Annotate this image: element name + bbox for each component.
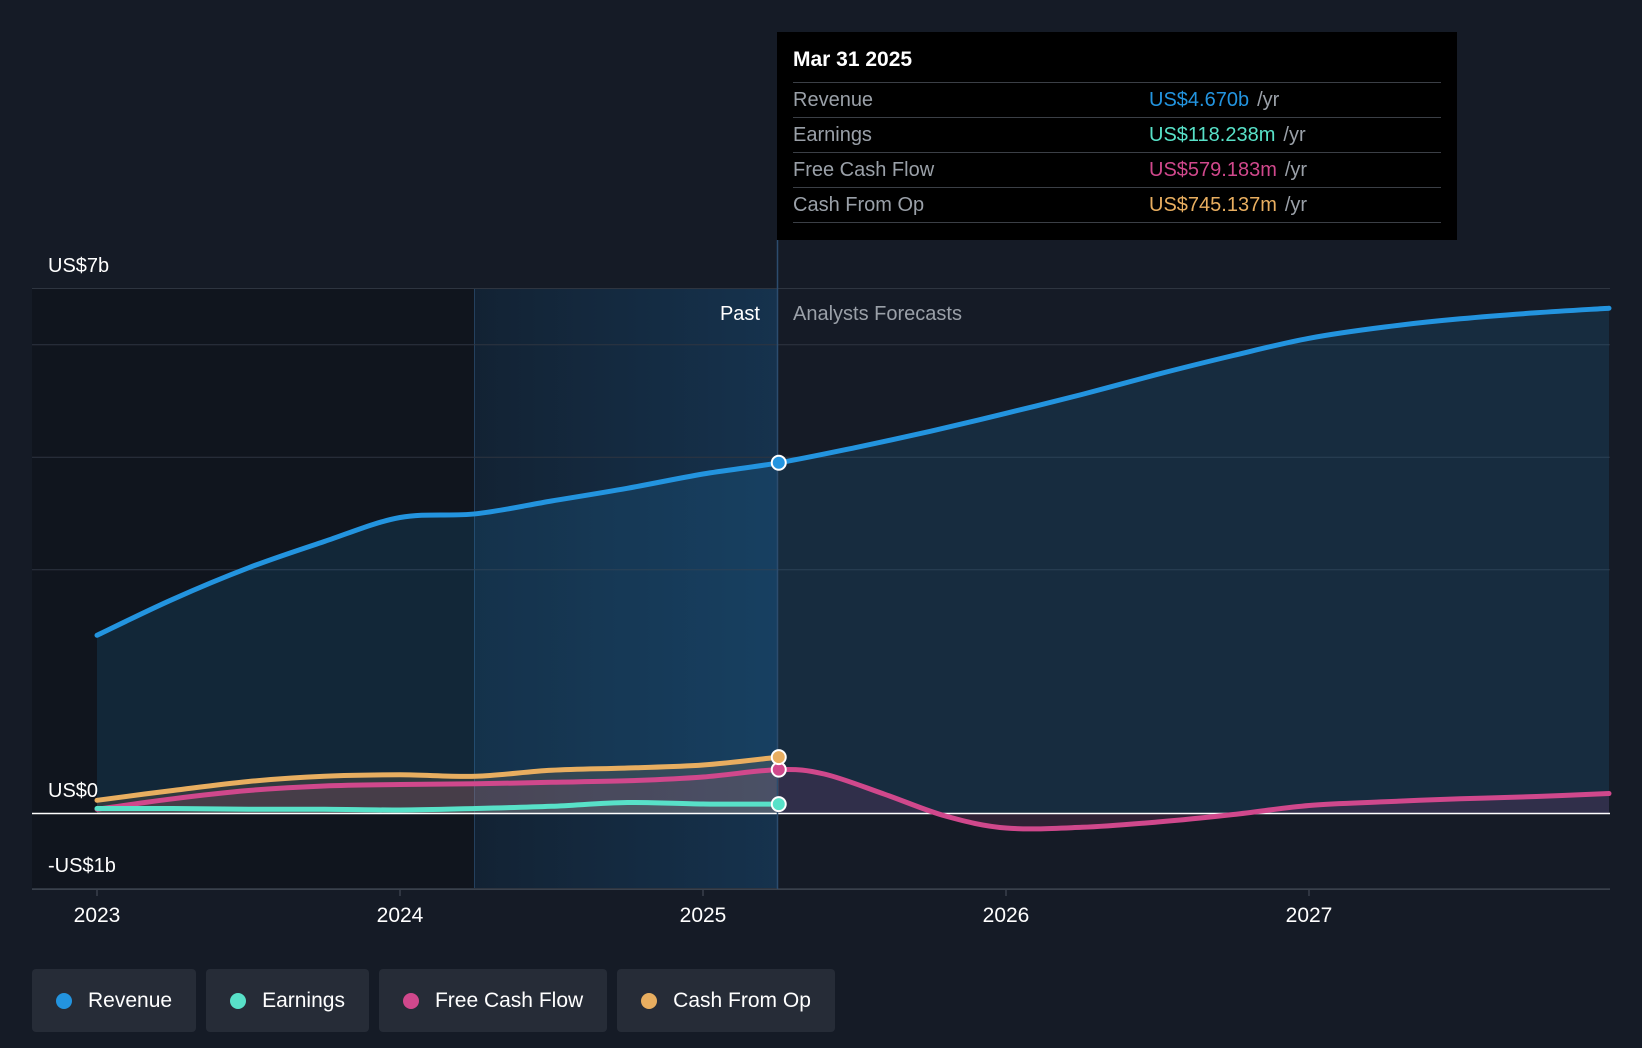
data-tooltip: Mar 31 2025 Revenue US$4.670b/yr Earning… [777,32,1457,240]
forecast-label: Analysts Forecasts [793,303,962,325]
tooltip-value: US$4.670b/yr [1149,83,1279,117]
series-lines [94,305,1612,832]
y-label-top: US$7b [48,255,109,277]
marker-revenue [770,454,787,471]
tooltip-row-earnings: Earnings US$118.238m/yr [793,118,1441,153]
legend-dot-icon [641,992,658,1009]
tooltip-row-free-cash-flow: Free Cash Flow US$579.183m/yr [793,153,1441,188]
tooltip-value-text: US$579.183m [1149,159,1277,181]
line-cash-from-op [94,754,782,803]
y-label-zero: US$0 [48,780,98,802]
legend-label: Revenue [88,988,173,1012]
x-tick-label-2026: 2026 [983,904,1030,927]
tooltip-value: US$745.137m/yr [1149,188,1307,222]
chart-legend: Revenue Earnings Free Cash Flow Cash Fro… [32,969,835,1032]
x-tick-label-2024: 2024 [377,904,424,927]
area-revenue [97,308,1609,813]
legend-dot-icon [402,992,419,1009]
x-tick-label-2023: 2023 [74,904,121,927]
legend-label: Free Cash Flow [434,988,584,1012]
axis-labels: US$7b US$0 -US$1b Past Analysts Forecast… [48,255,962,877]
line-earnings [94,799,782,813]
tooltip-date: Mar 31 2025 [793,46,1441,83]
legend-item-free-cash-flow[interactable]: Free Cash Flow [378,969,608,1032]
tooltip-value: US$118.238m/yr [1149,118,1306,152]
marker-earnings [770,796,787,813]
legend-label: Earnings [262,988,345,1012]
tooltip-label: Earnings [793,124,872,146]
tooltip-value-text: US$745.137m [1149,194,1277,216]
tooltip-row-cash-from-op: Cash From Op US$745.137m/yr [793,188,1441,223]
tooltip-label: Cash From Op [793,194,925,216]
x-tick-label-2027: 2027 [1286,904,1333,927]
tooltip-unit: /yr [1283,124,1306,146]
y-label-bottom: -US$1b [48,855,116,877]
tooltip-unit: /yr [1284,159,1308,181]
marker-cash-from-op [770,749,787,766]
legend-label: Cash From Op [673,988,811,1012]
past-highlight-region [474,288,777,889]
legend-dot-icon [56,992,72,1009]
gridlines [32,288,1610,889]
legend-item-cash-from-op[interactable]: Cash From Op [617,969,835,1032]
tooltip-unit: /yr [1257,89,1280,111]
legend-item-earnings[interactable]: Earnings [206,969,369,1032]
tooltip-value-text: US$4.670b [1149,89,1250,111]
tooltip-value: US$579.183m/yr [1149,153,1307,187]
line-free-cash-flow [94,766,1612,832]
legend-item-revenue[interactable]: Revenue [32,969,197,1032]
tooltip-label: Revenue [793,89,874,111]
tooltip-row-revenue: Revenue US$4.670b/yr [793,83,1441,118]
hover-markers [770,454,787,813]
tooltip-label: Free Cash Flow [793,159,935,181]
x-tick-label-2025: 2025 [680,904,727,927]
tooltip-value-text: US$118.238m [1149,124,1276,146]
tooltip-unit: /yr [1284,194,1308,216]
past-label: Past [720,303,760,325]
x-axis-ticks: 2023 2024 2025 2026 2027 [32,889,1610,927]
line-revenue [94,305,1612,638]
legend-dot-icon [230,992,247,1009]
